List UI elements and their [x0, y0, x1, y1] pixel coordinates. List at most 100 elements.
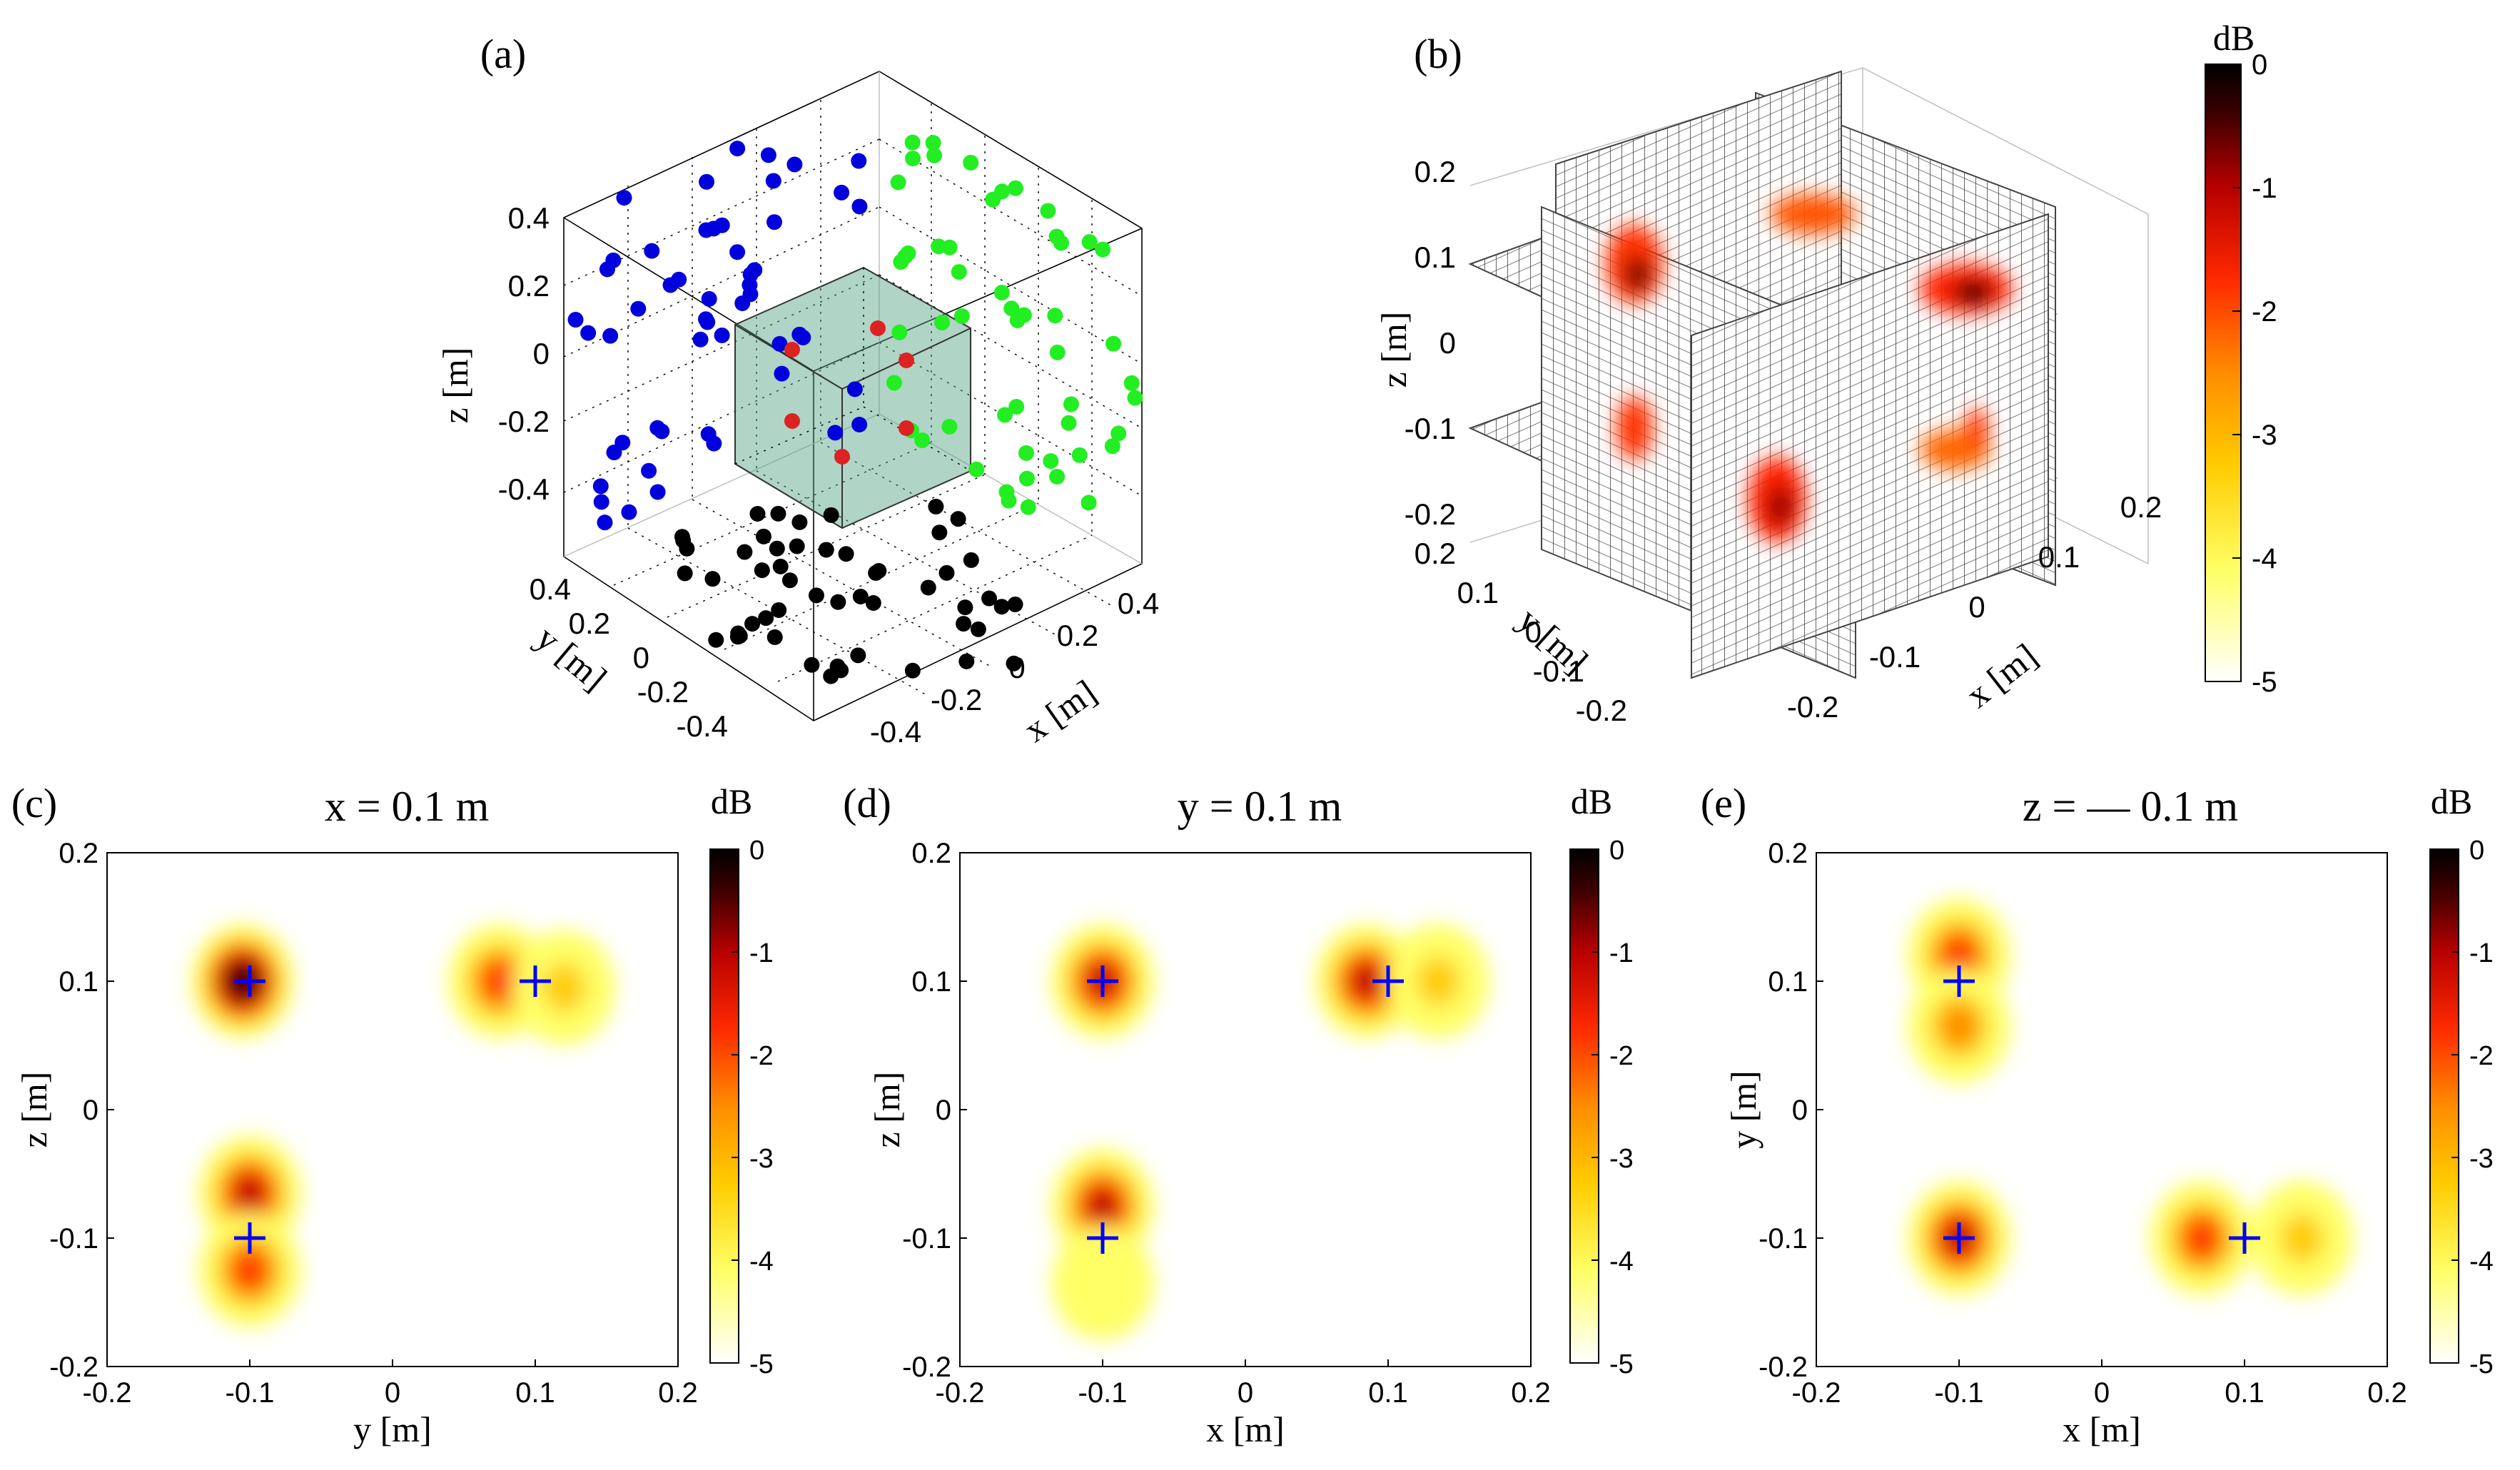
mic-point	[765, 173, 781, 189]
y-tick-label: 0	[936, 1095, 951, 1126]
mic-point	[760, 147, 776, 163]
mic-point	[890, 174, 906, 191]
mic-point	[1105, 335, 1122, 352]
heatmap-2: y = 0.1 m -0.2 -0.1 0 0.1 0.2 0.2 0.1 0 -0.1 -0.2 x…	[867, 781, 1634, 1449]
panel-b-colorbar: dB 0 -1 -2 -3 -4 -5	[2205, 18, 2277, 698]
panel-a-z-ticks: 0.4 0.2 0 -0.2 -0.4	[498, 201, 550, 506]
colorbar-tick-label: -5	[749, 1349, 774, 1379]
mic-point	[830, 594, 846, 610]
source-marker	[1087, 1222, 1118, 1254]
mic-point	[818, 542, 834, 558]
mic-point	[920, 579, 936, 596]
panel-a-x-tick: 0	[1008, 651, 1025, 684]
y-tick-label: -0.2	[902, 1352, 951, 1383]
panel-b-colorbar-ticks: 0 -1 -2 -3 -4 -5	[2232, 49, 2277, 698]
mic-point	[1008, 399, 1025, 415]
mic-point	[1049, 344, 1066, 360]
panel-a-x-tick: -0.4	[870, 715, 921, 749]
y-tick-label: -0.2	[49, 1352, 98, 1383]
colorbar-title: dB	[2431, 781, 2472, 821]
mic-point	[827, 425, 844, 441]
mic-point	[1127, 390, 1143, 406]
source-marker	[1372, 965, 1404, 997]
panel-b-colorbar-bar	[2205, 64, 2242, 682]
mic-point	[701, 290, 717, 307]
mic-point	[1061, 415, 1077, 431]
source-marker	[1943, 965, 1975, 997]
colorbar-bar	[2429, 848, 2459, 1364]
mic-point	[1003, 300, 1020, 317]
source-marker	[234, 1222, 265, 1254]
colorbar-tick-label: -5	[1609, 1349, 1634, 1379]
panel-e-label: (e)	[1701, 780, 1746, 826]
mic-point	[1018, 470, 1035, 487]
x-tick-label: -0.1	[226, 1377, 275, 1409]
heatmap-colorbar: dB 0 -1 -2 -3 -4 -5	[1569, 781, 1634, 1379]
mic-point	[956, 616, 972, 632]
colorbar-tick-label: -4	[2469, 1247, 2494, 1277]
x-tick-label: 0.2	[2367, 1377, 2407, 1409]
mic-point	[649, 420, 666, 436]
y-tick-label: 0.1	[1768, 966, 1808, 998]
mic-point	[1018, 445, 1034, 461]
heatmap-ylabel: y [m]	[1724, 1070, 1764, 1149]
mic-point	[766, 629, 783, 645]
mic-point	[904, 134, 921, 151]
mic-point	[1053, 235, 1069, 251]
source-marker	[2229, 1222, 2260, 1254]
mic-point	[893, 254, 909, 270]
mic-point	[677, 565, 693, 582]
colorbar-tick-label: -5	[2469, 1349, 2494, 1379]
panel-b-y-tick: 0	[1525, 615, 1542, 649]
x-tick-label: 0	[2094, 1377, 2110, 1409]
mic-point	[679, 540, 695, 557]
heatmap-blob	[1352, 964, 1382, 998]
panel-a-xlabel: x [m]	[1016, 672, 1103, 750]
panel-a-y-tick: -0.2	[637, 675, 689, 709]
panel-a-y-ticks: 0.40.2 0-0.2-0.4	[530, 572, 728, 743]
heatmap-blob	[1940, 1005, 1978, 1048]
heatmap-colorbar: dB 0 -1 -2 -3 -4 -5	[2429, 781, 2494, 1379]
source-marker	[234, 965, 265, 997]
panel-b-colorbar-tick: -2	[2252, 296, 2277, 328]
panel-b-z-tick: 0	[1439, 326, 1456, 360]
mic-point	[950, 511, 966, 527]
heatmap-blob	[1416, 956, 1460, 1006]
colorbar-tick-label: -4	[1609, 1247, 1634, 1277]
mic-point	[714, 328, 730, 344]
mic-point	[963, 552, 979, 568]
panel-b-x-ticks: -0.2 -0.1 0 0.1 0.2	[1787, 490, 2162, 724]
x-tick-label: 0.2	[1511, 1377, 1551, 1409]
mic-point	[770, 505, 786, 522]
mic-point	[758, 610, 774, 627]
panel-b-z-tick: 0.2	[1415, 155, 1456, 188]
colorbar-tick-label: -3	[2469, 1144, 2494, 1174]
panel-a-x-ticks: -0.4 -0.2 0 0.2 0.4	[870, 587, 1159, 749]
mic-point	[963, 154, 979, 171]
mic-point	[823, 507, 839, 523]
mic-point	[1081, 234, 1098, 250]
mic-point	[1006, 655, 1022, 671]
y-tick-label: 0.2	[59, 838, 98, 869]
mic-point	[1110, 425, 1127, 442]
x-tick-label: 0	[1238, 1377, 1253, 1409]
heatmap-blobs	[1051, 923, 1489, 1341]
panel-b-label: (b)	[1414, 31, 1462, 77]
x-tick-label: 0.1	[1368, 1377, 1408, 1409]
panel-a-z-tick: -0.2	[498, 405, 550, 438]
y-tick-label: 0.1	[59, 966, 98, 998]
mic-point	[1063, 396, 1079, 412]
heatmap-title: x = 0.1 m	[325, 783, 490, 830]
mic-point	[789, 538, 805, 554]
colorbar-tick-label: -3	[749, 1144, 774, 1174]
panel-a-z-tick: -0.4	[498, 472, 550, 506]
x-tick-label: -0.2	[1792, 1377, 1841, 1409]
panel-b-xlabel: x [m]	[1958, 636, 2045, 716]
hotspot	[1965, 408, 1988, 448]
x-tick-label: -0.2	[936, 1377, 985, 1409]
mic-point	[649, 484, 666, 500]
mic-point	[1104, 438, 1120, 455]
mic-point	[754, 562, 770, 579]
mic-point	[899, 353, 914, 368]
x-tick-label: 0.1	[2225, 1377, 2265, 1409]
